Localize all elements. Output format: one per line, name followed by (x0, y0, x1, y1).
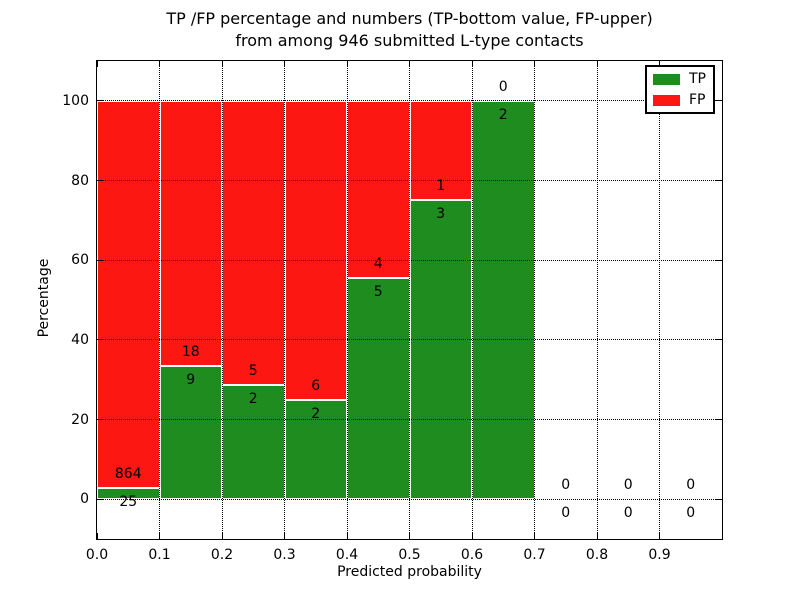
y-tick-left (97, 419, 103, 420)
y-tick-label: 60 (71, 252, 89, 269)
fp-count-label: 6 (311, 377, 321, 394)
fp-count-label: 864 (114, 465, 142, 482)
x-tick-bottom (659, 533, 660, 539)
tp-count-label: 0 (561, 505, 571, 522)
y-tick-left (97, 180, 103, 181)
bar-segment-fp (222, 100, 285, 386)
x-tick-label: 0.4 (335, 547, 359, 563)
bar-segment-fp (97, 100, 160, 488)
x-axis-label: Predicted probability (337, 564, 482, 580)
bar-segment-tp (472, 100, 535, 500)
x-gridline (284, 61, 285, 539)
chart-title-line1: TP /FP percentage and numbers (TP-bottom… (166, 9, 653, 28)
tp-count-label: 9 (186, 372, 196, 389)
x-tick-label: 0.5 (398, 547, 421, 563)
bar-segment-tp (409, 200, 472, 500)
legend-swatch-tp (653, 73, 680, 85)
y-tick-left (97, 259, 103, 261)
x-tick-bottom (221, 533, 223, 539)
x-tick-bottom (471, 533, 473, 539)
y-tick-label: 80 (71, 172, 89, 189)
x-tick-bottom (159, 533, 160, 539)
y-tick-label: 40 (71, 331, 89, 348)
y-tick-right (716, 419, 722, 420)
y-tick-label: 100 (62, 92, 89, 109)
x-tick-label: 0.3 (273, 547, 296, 563)
x-tick-top (159, 61, 160, 67)
x-tick-bottom (284, 533, 285, 539)
x-tick-bottom (409, 533, 410, 539)
chart-title: TP /FP percentage and numbers (TP-bottom… (97, 8, 722, 52)
y-tick-left (97, 339, 103, 341)
bar-segment-tp (347, 277, 410, 500)
y-tick-right (716, 100, 722, 102)
x-gridline (346, 61, 348, 539)
tp-count-label: 2 (311, 405, 321, 422)
legend-swatch-fp (653, 94, 680, 106)
x-tick-label: 0.1 (148, 547, 171, 563)
x-gridline (159, 61, 160, 539)
y-tick-label: 20 (71, 411, 89, 428)
x-tick-top (471, 61, 473, 67)
x-gridline (409, 61, 410, 539)
x-tick-top (221, 61, 223, 67)
x-tick-label: 0.0 (85, 547, 109, 563)
x-tick-top (284, 61, 285, 67)
y-tick-right (716, 259, 722, 261)
bar-segment-fp (159, 100, 222, 367)
x-tick-label: 0.9 (648, 547, 671, 563)
x-gridline (221, 61, 223, 539)
fp-count-label: 0 (686, 477, 696, 494)
x-gridline (659, 61, 660, 539)
tp-count-label: 3 (436, 206, 446, 223)
x-tick-top (409, 61, 410, 67)
x-tick-bottom (596, 533, 598, 539)
x-tick-top (596, 61, 598, 67)
y-tick-label: 0 (80, 491, 89, 508)
x-tick-top (659, 61, 660, 67)
x-tick-label: 0.7 (523, 547, 546, 563)
fp-count-label: 1 (436, 178, 446, 195)
x-tick-label: 0.8 (585, 547, 609, 563)
bar-segment-fp (284, 100, 347, 400)
x-tick-bottom (346, 533, 348, 539)
bar-segment-fp (409, 100, 472, 201)
legend-label-fp: FP (689, 92, 706, 108)
x-tick-top (346, 61, 348, 67)
tp-count-label: 2 (248, 391, 258, 408)
y-tick-right (716, 339, 722, 341)
tp-count-label: 25 (119, 493, 138, 510)
fp-count-label: 4 (373, 255, 383, 272)
x-gridline (471, 61, 473, 539)
y-tick-left (97, 100, 103, 102)
x-tick-label: 0.2 (210, 547, 234, 563)
x-tick-label: 0.6 (460, 547, 484, 563)
tp-count-label: 0 (686, 505, 696, 522)
legend-label-tp: TP (689, 71, 706, 87)
legend-item-tp: TP (647, 70, 713, 88)
legend: TP FP (645, 65, 715, 114)
tp-count-label: 0 (623, 505, 633, 522)
fp-count-label: 5 (248, 363, 258, 380)
fp-count-label: 0 (498, 78, 508, 95)
fp-count-label: 0 (623, 477, 633, 494)
x-tick-bottom (534, 533, 535, 539)
x-gridline (534, 61, 535, 539)
x-tick-top (534, 61, 535, 67)
y-tick-right (716, 498, 722, 500)
y-tick-right (716, 180, 722, 181)
y-tick-left (97, 498, 103, 500)
tp-count-label: 2 (498, 106, 508, 123)
tp-count-label: 5 (373, 283, 383, 300)
x-tick-top (96, 61, 98, 67)
fp-count-label: 0 (561, 477, 571, 494)
fp-count-label: 18 (181, 344, 200, 361)
x-tick-bottom (96, 533, 98, 539)
legend-item-fp: FP (647, 91, 713, 109)
chart-title-line2: from among 946 submitted L-type contacts (235, 31, 584, 50)
x-gridline (596, 61, 598, 539)
